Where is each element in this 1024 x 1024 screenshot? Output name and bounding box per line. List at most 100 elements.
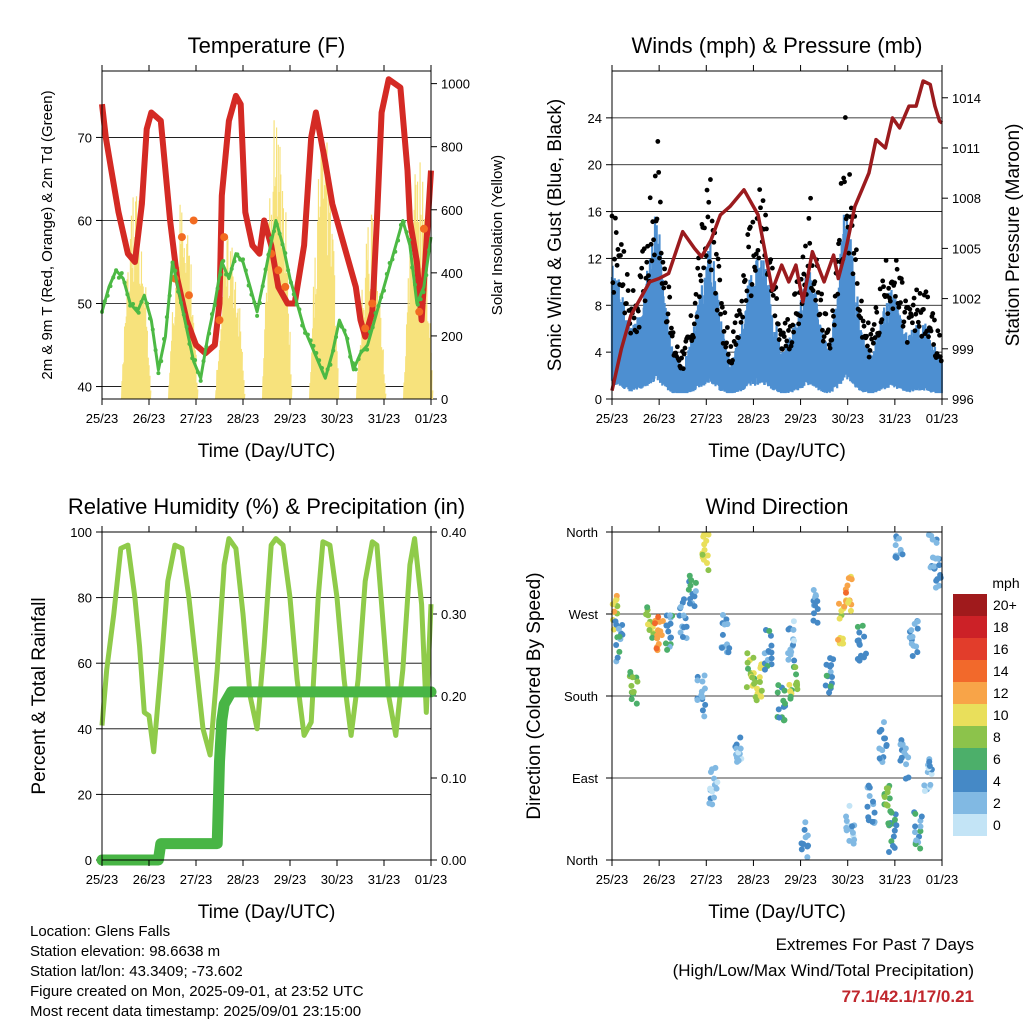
direction-point: [876, 755, 883, 762]
direction-point: [930, 563, 937, 570]
direction-point: [665, 628, 672, 635]
direction-point: [644, 621, 651, 628]
direction-point: [719, 612, 726, 619]
dewpoint-point: [215, 286, 220, 291]
direction-point: [744, 650, 751, 657]
gust-point: [747, 224, 753, 230]
dewpoint-point: [413, 282, 418, 287]
dewpoint-point: [407, 238, 412, 243]
dewpoint-point: [226, 272, 231, 277]
direction-point: [701, 672, 708, 679]
gust-point: [718, 311, 724, 317]
direction-point: [726, 645, 733, 652]
x-tick-label: 27/23: [690, 872, 723, 887]
direction-point: [615, 625, 622, 632]
gust-point: [757, 187, 763, 193]
direction-point: [905, 754, 912, 761]
gust-point: [859, 298, 864, 304]
gust-point: [745, 232, 751, 237]
gust-point: [831, 313, 836, 319]
gust-point: [847, 172, 852, 177]
gust-point: [669, 325, 674, 331]
dewpoint-point: [122, 280, 127, 285]
gust-point: [913, 311, 919, 317]
dewpoint-point: [370, 325, 375, 330]
direction-point: [707, 785, 714, 792]
direction-point: [785, 656, 792, 663]
direction-point: [881, 735, 888, 742]
dewpoint-point: [162, 336, 167, 341]
dewpoint-point: [198, 378, 203, 383]
direction-point: [612, 618, 619, 625]
gust-point: [898, 276, 904, 282]
x-tick-label: 25/23: [86, 872, 119, 887]
dewpoint-point: [288, 280, 293, 285]
gust-point: [921, 306, 926, 312]
gust-point: [808, 195, 813, 201]
gust-point: [753, 251, 759, 257]
x-axis-label: Time (Day/UTC): [198, 902, 336, 923]
gust-point: [904, 340, 910, 345]
direction-point: [628, 682, 635, 689]
gust-point: [769, 265, 775, 271]
gust-point: [851, 250, 857, 256]
y-tick-label: 12: [588, 251, 602, 266]
gust-point: [654, 216, 660, 222]
direction-point: [752, 694, 759, 701]
direction-point: [757, 692, 764, 699]
gust-point: [634, 329, 640, 335]
gust-point: [698, 278, 704, 284]
y-axis-label: Direction (Colored By Speed): [524, 572, 545, 819]
dewpoint-point: [111, 275, 116, 280]
extremes-box: Extremes For Past 7 Days (High/Low/Max W…: [673, 932, 974, 1010]
gust-point: [680, 366, 686, 372]
direction-point: [609, 601, 616, 608]
gust-point: [724, 340, 729, 346]
gust-point: [706, 199, 712, 205]
dewpoint-point: [131, 302, 136, 307]
direction-point: [775, 682, 782, 689]
direction-point: [848, 823, 855, 830]
dewpoint-point: [308, 338, 313, 343]
gust-point: [744, 288, 750, 294]
gust-point: [693, 291, 699, 297]
legend-swatch: [953, 748, 987, 770]
legend-swatch: [953, 638, 987, 660]
gust-point: [928, 328, 934, 334]
x-tick-label: 01/23: [415, 411, 448, 426]
direction-point: [691, 603, 698, 610]
direction-point: [851, 836, 858, 843]
gust-point: [926, 334, 931, 340]
gust-point: [877, 286, 883, 292]
direction-point: [912, 823, 919, 830]
direction-point: [905, 774, 912, 781]
y-tick-label: 0: [85, 853, 92, 868]
x-tick-label: 26/23: [643, 872, 676, 887]
dewpoint-point: [232, 259, 237, 264]
gust-point: [803, 243, 808, 249]
dewpoint-point: [252, 300, 257, 305]
dewpoint-point: [365, 347, 370, 352]
y2-tick-label: 999: [952, 342, 974, 357]
y2-tick-label: 1002: [952, 292, 981, 307]
gust-point: [660, 259, 666, 265]
direction-point: [891, 827, 898, 834]
gust-point: [813, 297, 819, 303]
direction-point: [744, 659, 751, 666]
dewpoint-point: [190, 356, 195, 361]
direction-point: [699, 694, 706, 701]
gust-point: [772, 313, 778, 319]
gust-point: [890, 306, 896, 312]
direction-point: [843, 818, 850, 825]
gust-point: [655, 139, 661, 144]
gust-point: [695, 265, 701, 271]
gust-point: [750, 219, 756, 225]
gust-point: [916, 324, 922, 329]
gust-point: [615, 247, 621, 252]
legend-swatch: [953, 770, 987, 792]
direction-point: [892, 542, 899, 549]
gust-point: [646, 273, 651, 279]
dewpoint-point: [176, 289, 181, 294]
pressure-series: [610, 79, 944, 391]
gust-point: [932, 317, 937, 323]
